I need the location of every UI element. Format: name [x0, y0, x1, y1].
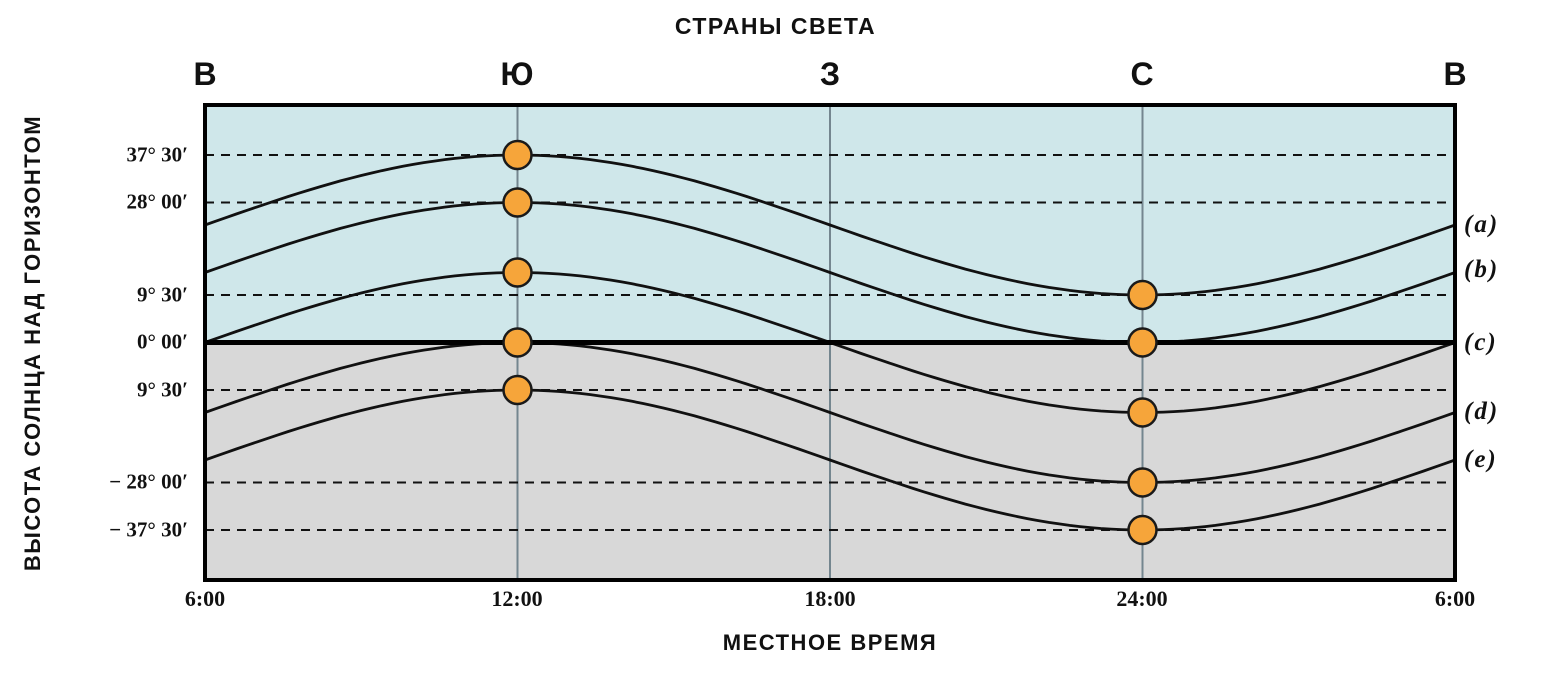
curve-label-c: (c) [1464, 329, 1498, 356]
top-axis-title: СТРАНЫ СВЕТА [674, 13, 877, 39]
y-tick-9-30: 9° 30′ [136, 282, 188, 307]
top-tick-east-left: В [193, 56, 217, 92]
curve-label-d: (d) [1464, 398, 1500, 425]
sun-marker [502, 187, 533, 218]
top-tick-south: Ю [500, 56, 534, 92]
sun-marker [1127, 327, 1158, 358]
sun-marker [1127, 467, 1158, 498]
curve-label-b: (b) [1464, 256, 1500, 283]
sun-marker [1127, 514, 1158, 546]
sun-path-curve-e [204, 388, 1456, 532]
top-tick-north: С [1130, 56, 1154, 92]
altitude-dashed-gridlines [205, 154, 1455, 531]
top-tick-west: З [819, 56, 841, 92]
x-tick-6-left: 6:00 [184, 586, 226, 611]
y-tick-minus-28-00: − 28° 00′ [109, 469, 188, 494]
y-tick-37-30: 37° 30′ [126, 142, 188, 167]
sun-path-curve-d [204, 341, 1456, 484]
x-axis-title: МЕСТНОЕ ВРЕМЯ [722, 630, 938, 655]
sun-marker [1127, 397, 1158, 428]
y-tick-minus-9-30: 9° 30′ [136, 377, 188, 402]
x-tick-6-right: 6:00 [1434, 586, 1476, 611]
sun-markers-group [502, 139, 1158, 546]
plot-border [203, 103, 1457, 582]
y-axis-title: ВЫСОТА СОЛНЦА НАД ГОРИЗОНТОМ [20, 114, 45, 572]
sun-marker [1127, 279, 1158, 311]
sun-marker [502, 139, 533, 171]
sun-marker [502, 257, 533, 288]
sun-path-curve-a [204, 153, 1456, 297]
curve-label-a: (a) [1464, 211, 1500, 238]
sun-path-curve-b [204, 201, 1456, 344]
x-tick-12: 12:00 [491, 586, 543, 611]
top-tick-east-right: В [1443, 56, 1467, 92]
y-tick-0-00: 0° 00′ [136, 329, 188, 354]
x-tick-24: 24:00 [1116, 586, 1168, 611]
sun-marker [502, 374, 533, 406]
sun-marker [502, 327, 533, 358]
x-tick-18: 18:00 [804, 586, 856, 611]
y-tick-28-00: 28° 00′ [126, 189, 188, 214]
curve-label-e: (e) [1464, 446, 1498, 473]
y-tick-minus-37-30: − 37° 30′ [109, 517, 188, 542]
